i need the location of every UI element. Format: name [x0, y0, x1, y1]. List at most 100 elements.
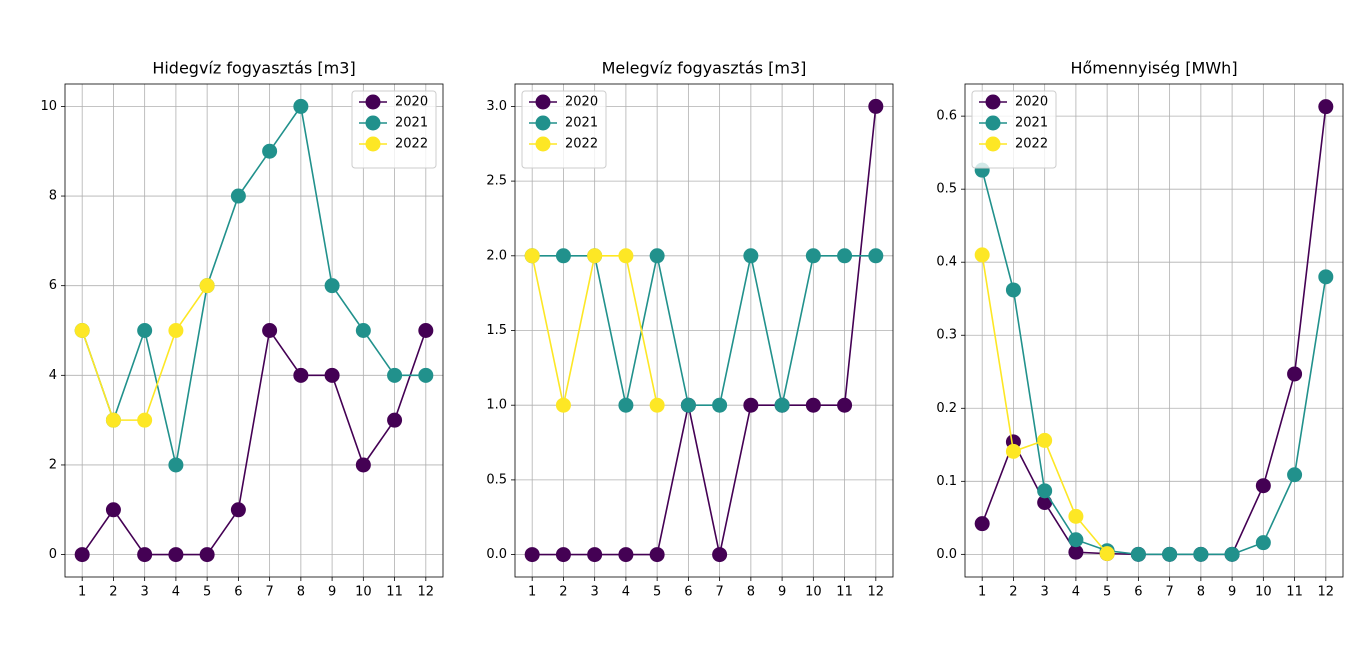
marker	[1005, 443, 1021, 459]
legend-label: 2021	[395, 116, 428, 131]
x-tick-label: 11	[836, 585, 853, 600]
marker	[418, 367, 434, 383]
x-tick-label: 3	[591, 585, 599, 600]
x-tick-label: 9	[778, 585, 786, 600]
marker	[168, 457, 184, 473]
y-tick-label: 6	[49, 278, 57, 293]
marker	[168, 323, 184, 338]
series-line	[981, 106, 1327, 556]
marker	[230, 188, 246, 204]
x-tick-label: 5	[203, 585, 211, 600]
marker	[649, 397, 665, 413]
x-tick-label: 11	[1286, 585, 1303, 600]
y-tick-label: 2.0	[486, 248, 507, 263]
marker	[805, 397, 821, 413]
series-line	[81, 328, 427, 556]
legend-label: 2021	[565, 116, 598, 131]
legend-label: 2022	[395, 137, 428, 152]
x-tick-label: 12	[868, 585, 885, 600]
series-line	[81, 104, 426, 466]
x-tick-label: 6	[234, 585, 242, 600]
marker	[618, 547, 634, 563]
y-tick-label: 8	[49, 189, 57, 204]
x-tick-label: 4	[1072, 585, 1080, 600]
axes-frame	[64, 83, 444, 578]
y-tick-label: 0.0	[936, 547, 957, 562]
marker	[324, 367, 340, 383]
x-tick-label: 6	[684, 585, 692, 600]
marker	[774, 397, 790, 413]
marker	[137, 412, 153, 428]
y-tick-label: 2.5	[486, 174, 507, 189]
marker	[1255, 478, 1271, 494]
legend-label: 2021	[1015, 116, 1048, 131]
x-tick-label: 12	[1318, 585, 1335, 600]
marker	[618, 397, 634, 413]
x-tick-label: 12	[418, 585, 435, 600]
x-tick-label: 10	[805, 585, 822, 600]
marker	[230, 502, 246, 518]
marker	[1287, 366, 1303, 382]
legend-marker	[985, 94, 1001, 110]
marker	[837, 248, 853, 264]
marker	[74, 323, 90, 338]
x-tick-label: 3	[141, 585, 149, 600]
y-tick-label: 1.0	[486, 398, 507, 413]
marker	[355, 323, 371, 338]
marker	[262, 323, 278, 338]
marker	[262, 143, 278, 159]
legend-marker	[365, 94, 381, 110]
y-tick-label: 0.2	[936, 401, 957, 416]
legend-marker	[365, 136, 381, 152]
marker	[1005, 282, 1021, 298]
legend-marker	[535, 94, 551, 110]
marker	[137, 323, 153, 338]
chart-title: Melegvíz fogyasztás [m3]	[602, 59, 807, 78]
legend-marker	[985, 115, 1001, 131]
x-tick-label: 1	[978, 585, 986, 600]
marker	[1130, 546, 1146, 562]
marker	[868, 98, 884, 114]
legend-label: 2020	[395, 95, 428, 110]
x-tick-label: 7	[1165, 585, 1173, 600]
marker	[649, 547, 665, 563]
y-tick-label: 10	[40, 99, 57, 114]
x-tick-label: 8	[297, 585, 305, 600]
x-tick-label: 10	[1255, 585, 1272, 600]
marker	[1255, 535, 1271, 551]
chart-title: Hőmennyiség [MWh]	[1070, 59, 1237, 78]
marker	[105, 412, 121, 428]
subplot: Hidegvíz fogyasztás [m3]1 2 3 4 5 6 7 8 9 10 11 120…	[40, 59, 444, 600]
y-tick-label: 0.3	[936, 328, 957, 343]
marker	[1224, 546, 1240, 562]
legend-label: 2022	[565, 137, 598, 152]
y-tick-label: 0.4	[936, 255, 957, 270]
marker	[1068, 508, 1084, 524]
x-tick-label: 6	[1134, 585, 1142, 600]
marker	[587, 547, 603, 563]
marker	[712, 397, 728, 413]
x-tick-label: 4	[172, 585, 180, 600]
marker	[1287, 467, 1303, 483]
marker	[199, 278, 215, 294]
marker	[618, 248, 634, 264]
marker	[837, 397, 853, 413]
x-tick-label: 1	[528, 585, 536, 600]
legend-marker	[535, 115, 551, 131]
marker	[324, 278, 340, 294]
marker	[974, 516, 990, 532]
x-tick-label: 2	[559, 585, 567, 600]
legend-label: 2022	[1015, 137, 1048, 152]
marker	[524, 248, 540, 264]
x-tick-label: 8	[747, 585, 755, 600]
series-line	[981, 169, 1327, 556]
marker	[1318, 99, 1334, 115]
marker	[355, 457, 371, 473]
marker	[1068, 532, 1084, 548]
marker	[712, 547, 728, 563]
x-tick-label: 5	[653, 585, 661, 600]
marker	[743, 397, 759, 413]
x-tick-label: 4	[622, 585, 630, 600]
axes-frame	[964, 83, 1344, 578]
